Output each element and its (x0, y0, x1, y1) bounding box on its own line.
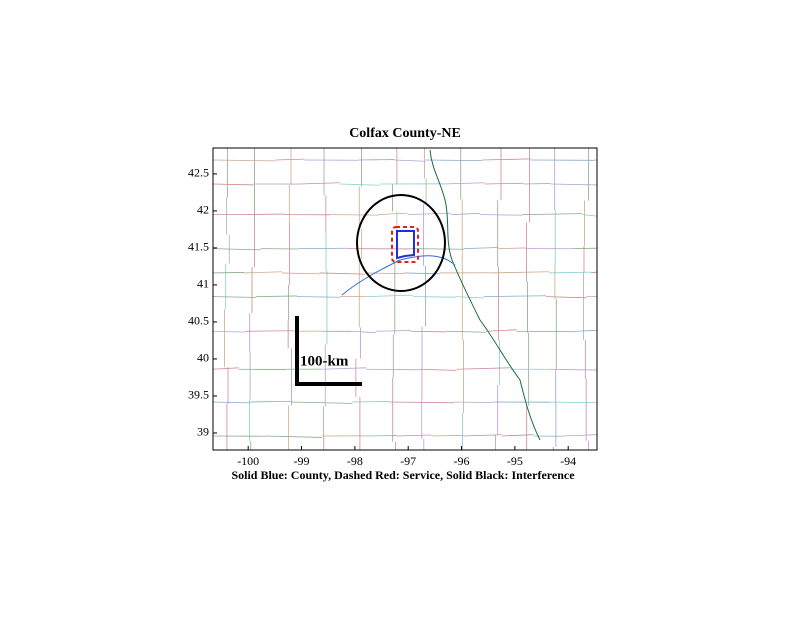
county-line (213, 184, 254, 185)
county-line (484, 296, 546, 297)
river-border (430, 150, 540, 440)
y-tick-label: 39 (197, 425, 209, 439)
county-line (442, 183, 485, 184)
county-line (213, 368, 239, 369)
county-line (397, 435, 432, 436)
county-line (482, 159, 530, 160)
county-line (213, 160, 276, 161)
county-line (486, 330, 516, 331)
caption: Solid Blue: County, Dashed Red: Service,… (231, 468, 575, 482)
county-line (394, 160, 425, 161)
county-line (431, 435, 463, 436)
county-outline (397, 231, 414, 258)
county-line (390, 402, 454, 403)
county-line (320, 273, 366, 274)
county-line (366, 369, 419, 370)
county-line (591, 272, 597, 273)
y-tick-label: 42 (197, 203, 209, 217)
county-line (379, 213, 408, 214)
county-line (240, 214, 284, 215)
county-line (563, 435, 597, 436)
county-line (213, 297, 256, 298)
county-line (213, 249, 261, 250)
county-line (282, 273, 319, 274)
y-tick-label: 42.5 (188, 166, 209, 180)
y-tick-label: 40.5 (188, 314, 209, 328)
county-line (340, 184, 380, 185)
x-tick-label: -96 (454, 454, 470, 468)
x-tick-label: -100 (237, 454, 259, 468)
y-tick-label: 41 (197, 277, 209, 291)
interference-contour (357, 195, 445, 291)
county-line (213, 402, 250, 403)
county-line (502, 435, 534, 436)
scale-bar (297, 316, 362, 384)
county-line (576, 330, 597, 331)
county-line (464, 248, 499, 249)
county-line (485, 183, 524, 184)
county-line (213, 272, 244, 273)
county-line (352, 401, 390, 402)
county-line (457, 368, 510, 369)
county-line (256, 296, 297, 297)
county-line (213, 331, 245, 332)
scale-label: 100-km (300, 353, 349, 369)
county-line (290, 402, 352, 403)
county-line (551, 402, 597, 403)
county-line (413, 297, 455, 298)
county-line (522, 214, 582, 215)
county-line (548, 369, 596, 370)
chart-title: Colfax County-NE (349, 126, 461, 141)
county-line (265, 436, 321, 437)
county-line (351, 331, 376, 332)
county-line (454, 402, 493, 403)
county-line (300, 183, 340, 184)
county-line (463, 435, 502, 436)
x-tick-label: -99 (294, 454, 310, 468)
county-line (551, 184, 597, 185)
county-line (244, 272, 282, 273)
county-line (297, 297, 340, 298)
x-tick-label: -97 (400, 454, 416, 468)
county-line (365, 273, 404, 274)
county-lines (213, 148, 597, 450)
county-line (498, 248, 525, 249)
county-line (426, 160, 483, 161)
county-line (250, 401, 291, 402)
county-line (451, 213, 480, 214)
county-line (445, 331, 486, 332)
county-line (276, 159, 304, 160)
county-line (411, 249, 463, 250)
y-tick-label: 41.5 (188, 240, 209, 254)
county-line (411, 331, 446, 332)
y-tick-label: 40 (197, 351, 209, 365)
county-line (366, 295, 413, 296)
county-line (419, 369, 456, 370)
y-tick-label: 39.5 (188, 388, 209, 402)
county-line (407, 213, 450, 214)
x-tick-label: -98 (347, 454, 363, 468)
plot-frame (213, 148, 597, 450)
x-tick-label: -95 (507, 454, 523, 468)
county-line (376, 330, 411, 331)
county-line (480, 215, 522, 216)
x-tick-label: -94 (560, 454, 576, 468)
county-line (546, 297, 586, 298)
